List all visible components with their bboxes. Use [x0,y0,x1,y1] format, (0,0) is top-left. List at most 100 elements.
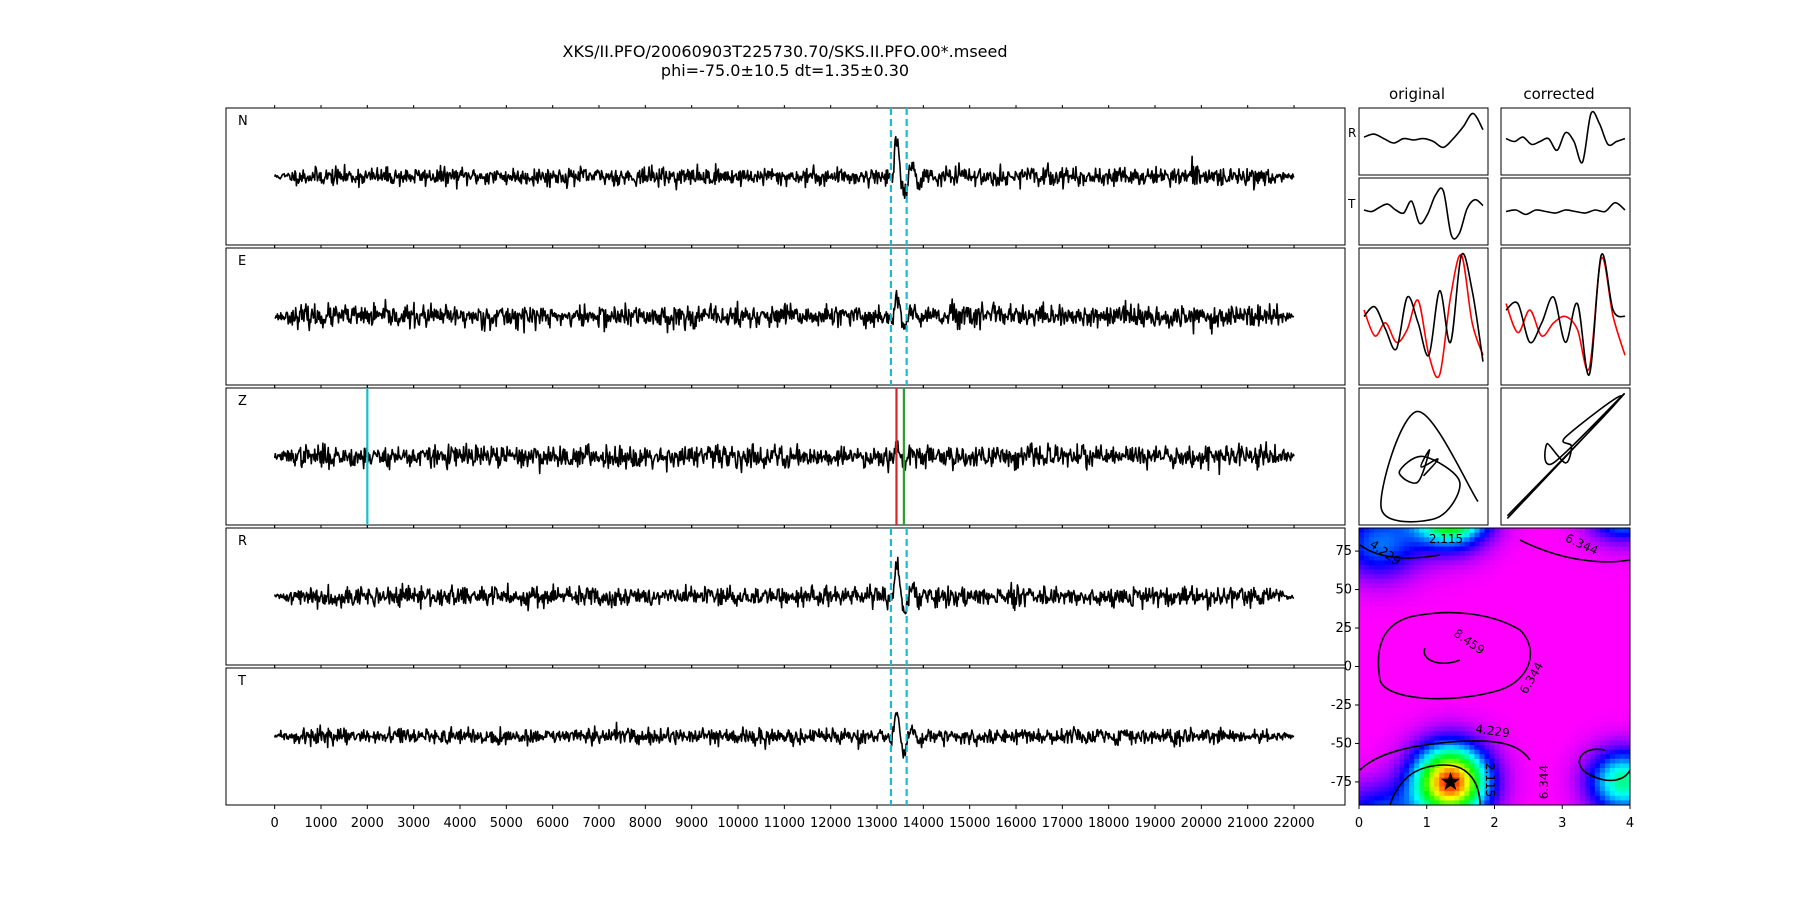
heat-cell [1384,624,1390,631]
heat-cell [1549,721,1556,728]
heat-cell [1589,781,1596,788]
heat-cell [1409,712,1415,718]
heat-cell [1449,800,1455,805]
heat-cell [1609,712,1616,718]
heat-cell [1489,638,1496,645]
heat-cell [1439,592,1445,598]
heat-cell [1564,528,1571,534]
heat-cell [1434,791,1440,797]
heat-cell [1509,611,1516,617]
heat-cell [1424,532,1430,538]
heat-cell [1474,661,1481,668]
heat-cell [1384,578,1390,584]
heat-cell [1519,588,1526,594]
heat-cell [1394,546,1400,552]
heat-cell [1509,546,1516,552]
heat-cell [1409,786,1415,792]
heat-cell [1624,740,1630,746]
heat-cell [1529,744,1536,751]
heat-cell [1554,777,1561,783]
heat-cell [1379,569,1385,575]
heat-cell [1394,601,1400,608]
heat-cell [1454,754,1460,760]
heat-cell [1404,657,1410,663]
heat-cell [1579,611,1586,617]
heat-cell [1464,537,1471,543]
heat-cell [1454,740,1460,746]
heat-cell [1404,754,1410,760]
heat-cell [1369,666,1375,672]
heat-cell [1409,721,1415,728]
heat-cell [1469,574,1476,580]
heat-cell [1464,749,1471,755]
heat-cell [1509,800,1516,805]
heat-cell [1609,768,1616,774]
heat-cell [1454,638,1460,645]
heat-cell [1359,684,1365,691]
heat-cell [1494,684,1501,691]
heat-cell [1434,551,1440,557]
heat-cell [1439,680,1445,686]
heat-cell [1419,560,1425,566]
heat-cell [1374,634,1380,640]
heat-cell [1439,597,1445,603]
heat-cell [1534,671,1541,677]
y-tick-label: -50 [1331,736,1352,751]
heat-cell [1399,620,1405,626]
heat-cell [1359,606,1365,612]
heat-cell [1429,546,1435,552]
heat-cell [1539,754,1546,760]
heat-cell [1504,652,1511,658]
heat-cell [1519,620,1526,626]
heat-cell [1514,795,1521,801]
heat-cell [1559,772,1566,778]
heat-cell [1409,675,1415,681]
heat-cell [1359,592,1365,598]
heat-cell [1544,726,1551,732]
heat-cell [1524,666,1531,672]
heat-cell [1439,583,1445,589]
heat-cell [1594,588,1601,594]
heat-cell [1614,731,1621,737]
heat-cell [1444,638,1450,645]
heat-cell [1374,694,1380,700]
x-tick-label: 22000 [1273,816,1314,831]
heat-cell [1484,680,1491,686]
heat-cell [1534,749,1541,755]
heat-cell [1569,777,1576,783]
heat-cell [1499,731,1506,737]
heat-cell [1359,795,1365,801]
x-tick-label: 12000 [810,816,851,831]
heat-cell [1609,744,1616,751]
heat-cell [1399,532,1405,538]
heat-cell [1604,763,1611,769]
heat-cell [1619,657,1626,663]
heat-cell [1394,611,1400,617]
heat-cell [1559,708,1566,714]
heat-cell [1579,564,1586,571]
heat-cell [1499,620,1506,626]
heat-cell [1429,689,1435,695]
heat-cell [1379,689,1385,695]
heat-cell [1469,689,1476,695]
heat-cell [1369,588,1375,594]
heat-cell [1414,648,1420,654]
heat-cell [1459,666,1465,672]
heat-cell [1564,795,1571,801]
heat-cell [1619,541,1626,548]
heat-cell [1594,763,1601,769]
heat-cell [1524,629,1531,635]
heat-cell [1494,652,1501,658]
heat-cell [1619,601,1626,608]
heat-cell [1514,615,1521,621]
heat-cell [1369,583,1375,589]
heat-cell [1374,786,1380,792]
heat-cell [1554,555,1561,561]
heat-cell [1459,772,1465,778]
heat-cell [1569,758,1576,765]
heat-cell [1419,551,1425,557]
heat-cell [1564,634,1571,640]
heat-cell [1399,786,1405,792]
heat-cell [1624,698,1630,705]
heat-cell [1359,546,1365,552]
